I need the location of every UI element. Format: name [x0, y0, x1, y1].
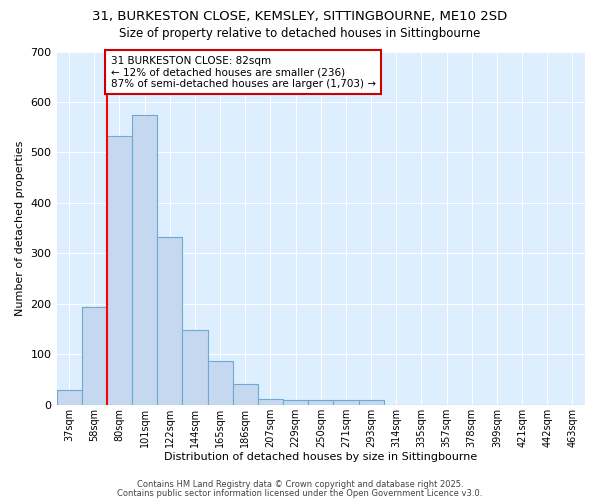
Bar [283, 400, 308, 405]
Text: Contains HM Land Registry data © Crown copyright and database right 2025.: Contains HM Land Registry data © Crown c… [137, 480, 463, 489]
Bar [182, 330, 208, 405]
Bar [157, 236, 182, 405]
Bar [233, 384, 258, 405]
Bar [208, 361, 233, 405]
Y-axis label: Number of detached properties: Number of detached properties [15, 140, 25, 316]
Text: 31, BURKESTON CLOSE, KEMSLEY, SITTINGBOURNE, ME10 2SD: 31, BURKESTON CLOSE, KEMSLEY, SITTINGBOU… [92, 10, 508, 23]
Bar [359, 400, 383, 405]
Text: Contains public sector information licensed under the Open Government Licence v3: Contains public sector information licen… [118, 489, 482, 498]
Bar [258, 398, 283, 405]
Bar [334, 400, 359, 405]
Bar [82, 308, 107, 405]
Text: 31 BURKESTON CLOSE: 82sqm
← 12% of detached houses are smaller (236)
87% of semi: 31 BURKESTON CLOSE: 82sqm ← 12% of detac… [110, 56, 376, 88]
Bar [56, 390, 82, 405]
Text: Size of property relative to detached houses in Sittingbourne: Size of property relative to detached ho… [119, 28, 481, 40]
Bar [308, 400, 334, 405]
Bar [107, 136, 132, 405]
Bar [132, 114, 157, 405]
X-axis label: Distribution of detached houses by size in Sittingbourne: Distribution of detached houses by size … [164, 452, 478, 462]
